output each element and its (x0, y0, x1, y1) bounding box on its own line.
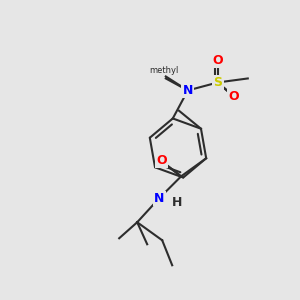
Text: N: N (183, 84, 193, 97)
Text: H: H (172, 196, 182, 209)
Text: O: O (229, 90, 239, 103)
Text: S: S (213, 76, 222, 89)
Text: N: N (154, 192, 164, 205)
Text: methyl: methyl (149, 67, 178, 76)
Text: O: O (156, 154, 166, 167)
Text: O: O (212, 54, 223, 67)
